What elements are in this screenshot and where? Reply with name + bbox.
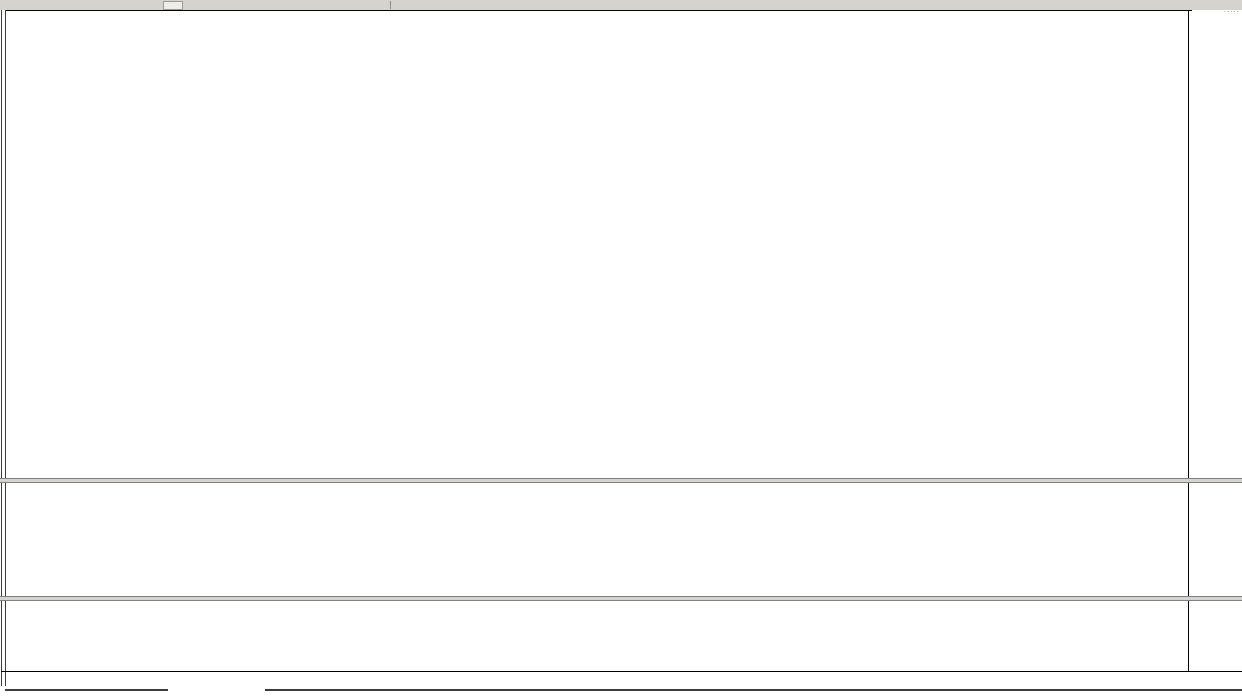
toolbar-handle[interactable] (163, 1, 183, 10)
macd-pane-splitter[interactable] (0, 478, 1242, 483)
window-frame-left (1, 10, 2, 686)
scrollbar-dots-icon: ..... (1223, 5, 1240, 14)
toolbar-divider (390, 1, 391, 9)
price-axis-line (1188, 10, 1189, 671)
bottom-border-segment (265, 689, 1242, 691)
time-axis-line (1, 671, 1242, 672)
top-toolbar-strip: ..... (0, 0, 1242, 14)
rsi-pane-splitter[interactable] (0, 596, 1242, 601)
bottom-border-segment (5, 689, 168, 691)
symbol-ohlc-header (8, 13, 14, 27)
window-frame-left-inner (5, 10, 6, 686)
chart-frame-top (6, 10, 1192, 11)
window-bottom-strip (0, 686, 1242, 696)
